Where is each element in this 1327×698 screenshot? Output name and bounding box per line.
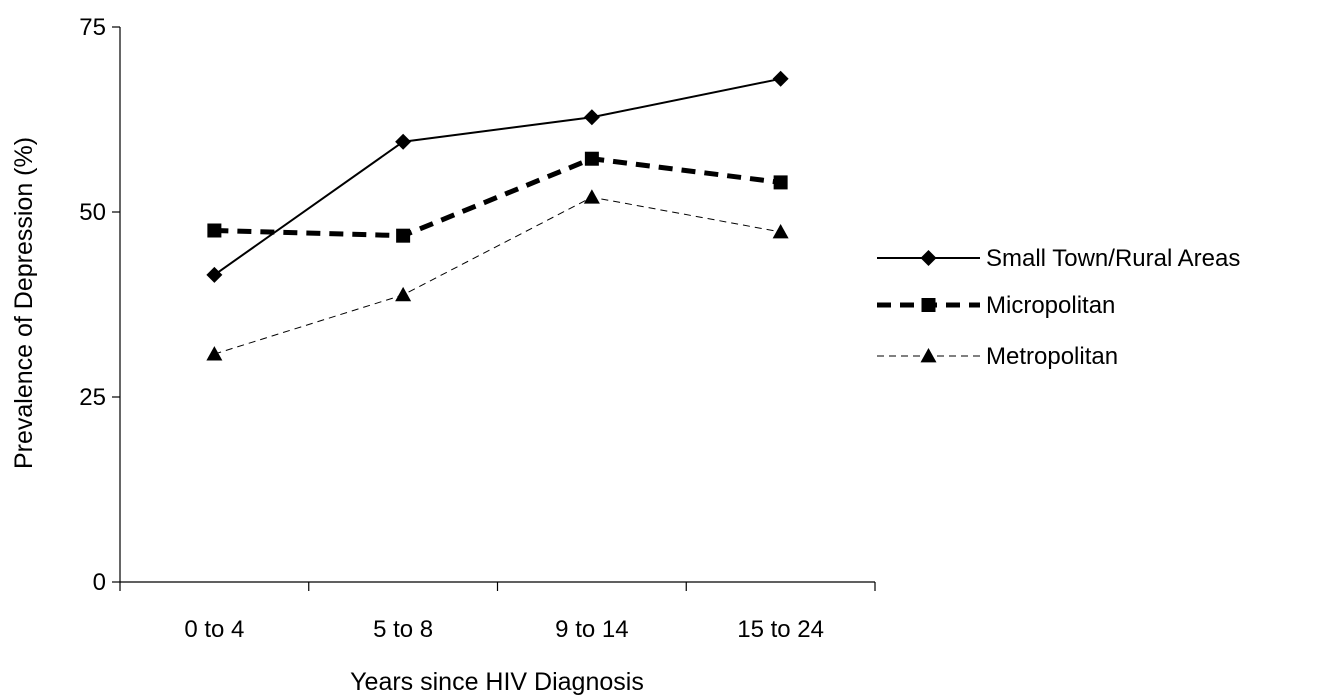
y-tick-label: 75 xyxy=(79,14,106,41)
y-tick-label: 25 xyxy=(79,384,106,411)
y-axis: 0 25 50 75 xyxy=(79,14,121,596)
data-point-micropolitan xyxy=(584,151,599,166)
series-metropolitan xyxy=(206,189,789,361)
legend-item-metropolitan: Metropolitan xyxy=(877,343,1118,370)
data-point-small-town-rural-areas xyxy=(395,133,412,150)
series-micropolitan xyxy=(207,151,788,243)
legend-label: Micropolitan xyxy=(986,292,1115,319)
legend-label: Small Town/Rural Areas xyxy=(986,245,1240,272)
data-point-small-town-rural-areas xyxy=(206,266,223,283)
x-tick-label: 9 to 14 xyxy=(555,616,628,643)
series-line-metropolitan xyxy=(214,196,781,355)
legend-marker-triangle xyxy=(920,348,937,363)
data-point-metropolitan xyxy=(206,346,223,361)
data-point-small-town-rural-areas xyxy=(772,70,789,87)
y-tick-label: 50 xyxy=(79,199,106,226)
legend-marker-square xyxy=(921,298,936,312)
x-tick-label: 15 to 24 xyxy=(737,616,824,643)
x-tick-label: 0 to 4 xyxy=(184,616,244,643)
legend: Small Town/Rural Areas Micropolitan Metrop… xyxy=(877,245,1240,370)
legend-label: Metropolitan xyxy=(986,343,1118,370)
data-point-metropolitan xyxy=(583,189,600,204)
data-point-micropolitan xyxy=(773,175,788,190)
x-axis: 0 to 4 5 to 8 9 to 14 15 to 24 xyxy=(119,581,876,643)
series-small-town-rural-areas xyxy=(206,70,789,283)
data-point-micropolitan xyxy=(396,228,411,243)
series-layer xyxy=(206,70,789,361)
series-line-small-town-rural-areas xyxy=(213,77,781,276)
legend-marker-diamond xyxy=(920,250,937,266)
x-tick-label: 5 to 8 xyxy=(373,616,433,643)
y-tick-label: 0 xyxy=(93,569,106,596)
data-point-small-town-rural-areas xyxy=(583,109,600,126)
data-point-micropolitan xyxy=(207,223,222,238)
legend-item-small-town-rural-areas: Small Town/Rural Areas xyxy=(877,245,1240,272)
series-line-micropolitan xyxy=(214,156,781,239)
y-axis-title: Prevalence of Depression (%) xyxy=(10,137,38,469)
data-point-metropolitan xyxy=(772,223,789,239)
data-point-metropolitan xyxy=(395,286,412,302)
x-axis-title: Years since HIV Diagnosis xyxy=(350,668,644,696)
legend-item-micropolitan: Micropolitan xyxy=(877,292,1115,319)
